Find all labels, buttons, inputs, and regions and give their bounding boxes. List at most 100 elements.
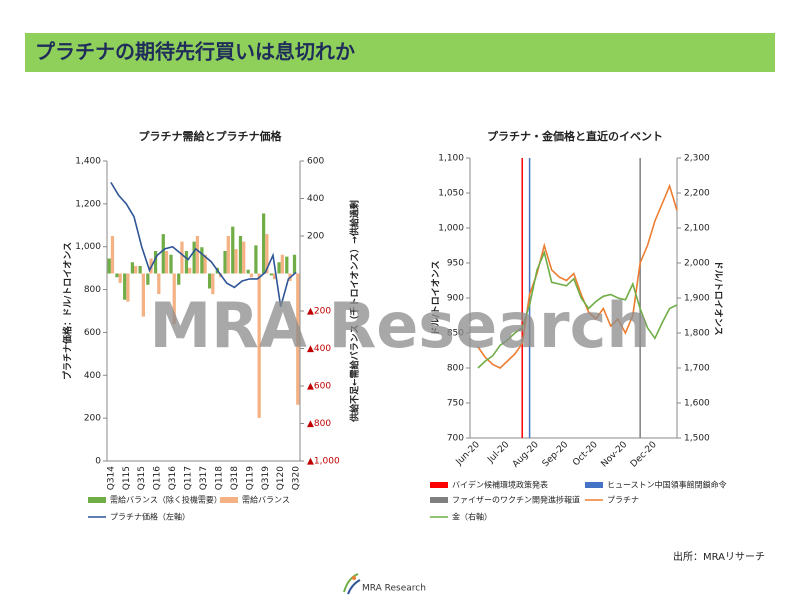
y-tick-label: 1,050	[438, 189, 464, 199]
y2-tick-label: 400	[307, 194, 324, 204]
bar	[296, 273, 300, 405]
y-tick-label: 950	[447, 259, 464, 269]
bar	[172, 273, 176, 325]
bar	[200, 247, 204, 274]
y-tick-label: 1,100	[438, 154, 464, 164]
legend-label: 需給バランス（除く投機需要）	[110, 495, 222, 505]
y2-tick-label: 2,300	[684, 154, 710, 164]
bar	[223, 251, 227, 274]
bar	[246, 269, 250, 274]
x-tick-label: Q318	[230, 466, 240, 491]
y2-tick-label: 1,600	[684, 399, 710, 409]
y-tick-label: 600	[84, 328, 101, 338]
bar	[280, 254, 284, 274]
y2-tick-label: 200	[307, 232, 324, 242]
watermark: MRA Research	[149, 289, 650, 362]
bar	[285, 256, 289, 274]
y2-tick-label: ▲400	[307, 344, 331, 354]
y2-tick-label: 1,900	[684, 294, 710, 304]
bar	[211, 273, 215, 295]
x-tick-label: Q115	[122, 466, 132, 490]
y-tick-label: 1,200	[75, 199, 101, 209]
bar	[123, 273, 127, 300]
bar	[177, 273, 181, 285]
y-tick-label: 700	[447, 434, 464, 444]
x-tick-label: Q315	[137, 466, 147, 490]
bar	[207, 273, 212, 289]
line-series	[110, 181, 297, 307]
legend-label: ヒューストン中国領事館閉鎖命令	[607, 480, 727, 490]
y2-tick-label: 2,000	[684, 259, 710, 269]
y2-tick-label: 1,800	[684, 329, 710, 339]
bar	[234, 249, 238, 274]
header-title: プラチナの期待先行買いは息切れか	[35, 40, 355, 64]
bar	[138, 266, 142, 274]
logo-icon	[343, 573, 361, 595]
bar	[292, 254, 297, 274]
legend-swatch	[430, 482, 448, 488]
chart-title: プラチナ需給とプラチナ価格	[139, 129, 283, 143]
y-axis-label: ドル/トロイオンス	[431, 260, 442, 335]
legend-swatch	[220, 497, 238, 503]
y2-tick-label: 1,500	[684, 434, 710, 444]
bar	[169, 254, 173, 274]
y-tick-label: 1,000	[75, 242, 101, 252]
y-axis-label: プラチナ価格：ドル/トロイオンス	[62, 242, 74, 380]
line-series	[477, 249, 678, 369]
legend-swatch	[88, 497, 106, 503]
x-tick-label: Q116	[153, 466, 163, 491]
logo-text: MRA Research	[362, 584, 426, 594]
x-tick-label: Q317	[199, 466, 209, 490]
y2-tick-label: ▲600	[307, 382, 331, 392]
bar	[254, 245, 258, 274]
legend-label: バイデン候補環境政策発表	[452, 480, 548, 490]
y2-tick-label: ▲200	[307, 307, 331, 317]
bar	[195, 236, 200, 274]
bar	[157, 273, 161, 295]
bar	[203, 254, 207, 274]
legend-label: プラチナ	[607, 496, 639, 505]
y-tick-label: 800	[447, 364, 464, 374]
bar	[126, 273, 130, 302]
bar	[130, 262, 135, 274]
x-tick-label: Q117	[184, 466, 194, 490]
y-tick-label: 850	[447, 329, 464, 339]
y-tick-label: 800	[84, 285, 101, 295]
x-tick-label: Q316	[168, 466, 178, 491]
y-tick-label: 200	[84, 414, 101, 424]
x-tick-label: Q118	[214, 466, 224, 491]
y2-tick-label: 2,200	[684, 189, 710, 199]
y-tick-label: 1,400	[75, 157, 101, 167]
bar	[188, 267, 192, 274]
x-tick-label: Q314	[106, 466, 116, 491]
bar	[115, 273, 119, 278]
bar	[242, 241, 246, 274]
line-series	[477, 183, 678, 369]
legend-label: ファイザーのワクチン開発進捗報道	[452, 495, 580, 505]
legend-label: 需給バランス	[242, 495, 290, 505]
y2-tick-label: ▲1,000	[307, 457, 340, 467]
bar	[118, 273, 122, 283]
bar	[257, 273, 261, 418]
bar	[110, 236, 115, 274]
x-tick-label: Q119	[245, 466, 255, 491]
bar	[107, 258, 111, 274]
x-tick-label: Q320	[292, 466, 302, 491]
y2-axis-label: ドル/トロイオンス	[713, 260, 724, 335]
y-tick-label: 1,000	[438, 224, 464, 234]
bar	[146, 273, 150, 285]
bar	[192, 241, 196, 274]
bar	[153, 251, 158, 274]
bar	[238, 236, 243, 274]
y2-tick-label: ▲800	[307, 419, 331, 429]
bar	[272, 273, 277, 280]
y-tick-label: 900	[447, 294, 464, 304]
source: 出所：MRAリサーチ	[673, 550, 765, 563]
x-tick-label: Q319	[261, 466, 271, 491]
y-tick-label: 750	[447, 399, 464, 409]
legend-label: 金（右軸）	[452, 512, 492, 522]
legend-swatch	[430, 497, 448, 503]
y2-tick-label: 1,700	[684, 364, 710, 374]
bar	[265, 234, 269, 274]
